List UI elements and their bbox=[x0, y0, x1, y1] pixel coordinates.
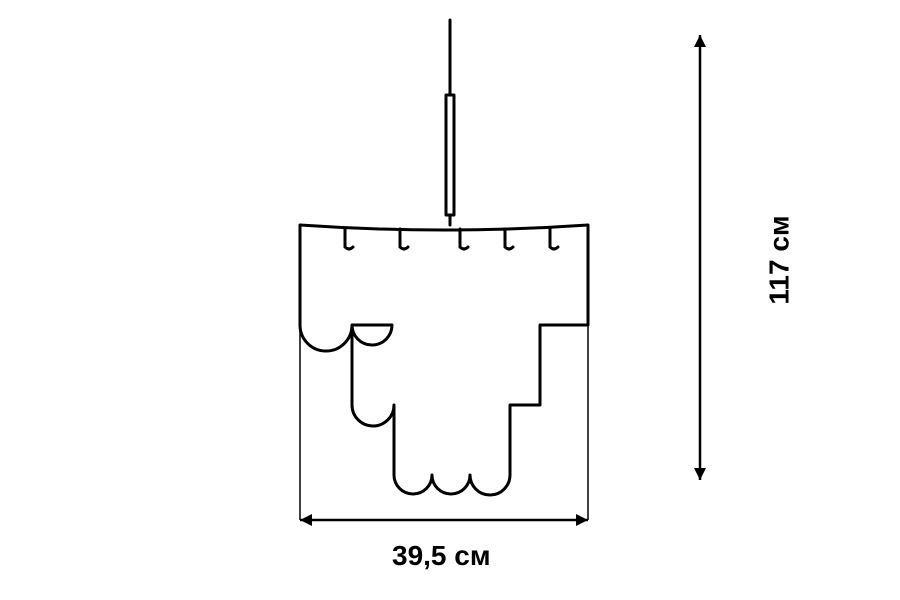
diagram-stage: 117 см 39,5 см bbox=[0, 0, 900, 600]
width-dimension-label: 39,5 см bbox=[392, 540, 491, 572]
chandelier-outline bbox=[300, 20, 588, 495]
dimension-lines bbox=[300, 35, 706, 526]
height-dimension-label: 117 см bbox=[764, 215, 796, 304]
